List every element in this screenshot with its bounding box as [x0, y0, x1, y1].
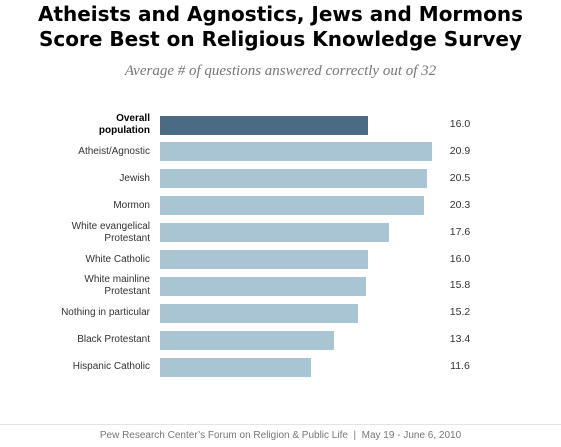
category-label: White mainline Protestant — [84, 274, 150, 298]
bar — [160, 357, 311, 377]
bar — [160, 115, 369, 135]
bar — [160, 276, 366, 296]
category-label: Hispanic Catholic — [72, 361, 150, 373]
bar — [160, 303, 358, 323]
bar — [160, 250, 369, 269]
bar — [160, 196, 425, 216]
value-label: 16.0 — [449, 252, 471, 265]
value-label: 20.9 — [449, 144, 471, 157]
footer-rule — [0, 424, 561, 425]
source-note: Pew Research Center’s Forum on Religion … — [99, 430, 462, 441]
category-label: White evangelical Protestant — [71, 220, 150, 244]
chart-subtitle: Average # of questions answered correctl… — [124, 63, 437, 79]
value-label: 20.5 — [449, 171, 471, 184]
value-label: 17.6 — [449, 225, 471, 238]
bar — [160, 330, 335, 350]
category-label: White Catholic — [85, 253, 150, 265]
category-label: Jewish — [119, 172, 150, 184]
bar — [160, 223, 390, 243]
chart-title: Atheists and Agnostics, Jews and Mormons… — [37, 2, 524, 51]
category-label: Mormon — [113, 199, 150, 211]
category-label: Overall population — [98, 113, 150, 136]
category-label: Atheist/Agnostic — [78, 145, 150, 157]
value-label: 20.3 — [449, 198, 471, 211]
value-label: 13.4 — [449, 333, 471, 346]
category-label: Nothing in particular — [61, 307, 150, 319]
value-label: 16.0 — [449, 118, 471, 130]
value-label: 15.8 — [449, 279, 471, 292]
bar — [160, 169, 427, 189]
bar — [160, 142, 432, 162]
category-label: Black Protestant — [77, 334, 150, 346]
value-label: 11.6 — [450, 360, 470, 373]
value-label: 15.2 — [449, 306, 471, 319]
